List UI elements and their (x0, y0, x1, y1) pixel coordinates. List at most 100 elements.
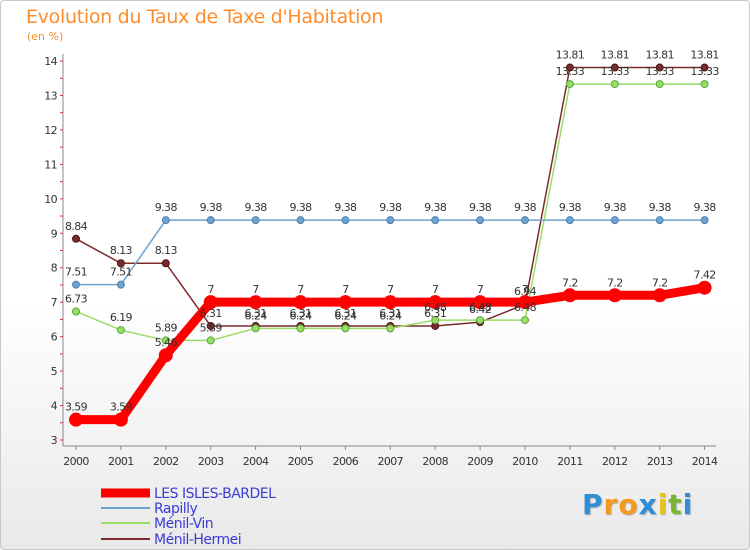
data-label-2: 6.19 (110, 311, 133, 324)
data-label-3: 8.13 (155, 244, 178, 257)
logo-letter: o (618, 488, 639, 521)
data-label-1: 9.38 (155, 201, 178, 214)
data-point-1 (386, 216, 395, 225)
y-tick-label: 3 (51, 434, 58, 447)
data-point-2 (116, 326, 125, 335)
data-label-0: 3.59 (65, 401, 88, 414)
data-point-3 (700, 63, 709, 72)
data-point-2 (341, 324, 350, 333)
data-point-2 (700, 80, 709, 89)
data-label-2: 5.89 (200, 321, 223, 334)
data-label-3: 6.31 (424, 307, 446, 320)
data-point-0 (473, 295, 488, 310)
logo-letter: i (657, 488, 669, 521)
data-label-0: 7 (342, 283, 349, 296)
data-label-3: 6.31 (334, 307, 356, 320)
legend: LES ISLES-BARDELRapillyMénil-VinMénil-He… (101, 486, 277, 548)
data-label-0: 3.59 (110, 401, 133, 414)
logo-letter: r (603, 488, 619, 521)
data-label-2: 13.33 (601, 65, 630, 78)
data-point-0 (203, 295, 218, 310)
proxiti-logo: Proxiti (582, 488, 693, 521)
y-tick-label: 13 (44, 89, 57, 102)
data-point-0 (652, 288, 667, 303)
x-tick-label: 2010 (512, 455, 538, 468)
chart-title: Evolution du Taux de Taxe d'Habitation (26, 6, 384, 28)
y-tick-label: 11 (44, 158, 57, 171)
data-label-2: 13.33 (690, 65, 719, 78)
x-tick-label: 2005 (288, 455, 314, 468)
data-label-2: 6.48 (424, 301, 447, 314)
data-point-0 (562, 288, 577, 303)
data-label-3: 6.31 (379, 307, 401, 320)
data-point-2 (521, 316, 529, 325)
data-point-0 (428, 295, 443, 310)
unit-label: (en %) (27, 30, 64, 43)
data-label-0: 5.46 (155, 336, 178, 349)
y-tick-label: 6 (51, 331, 58, 344)
data-point-3 (610, 63, 619, 72)
data-label-3: 13.81 (645, 49, 674, 62)
data-label-1: 9.38 (649, 201, 672, 214)
data-point-2 (565, 80, 574, 89)
data-label-2: 6.73 (65, 292, 88, 305)
data-point-2 (476, 316, 485, 325)
data-label-3: 6.31 (245, 307, 267, 320)
x-tick-label: 2007 (377, 455, 403, 468)
x-tick-label: 2004 (243, 455, 269, 468)
data-label-1: 9.38 (514, 201, 537, 214)
data-point-1 (431, 216, 440, 225)
logo-letter: i (682, 488, 694, 521)
data-label-3: 8.84 (65, 220, 88, 233)
data-label-3: 13.81 (690, 49, 719, 62)
x-tick-label: 2006 (333, 455, 359, 468)
data-label-2: 6.24 (334, 309, 357, 322)
data-label-1: 7.51 (110, 266, 132, 279)
data-label-2: 6.48 (469, 301, 492, 314)
x-tick-label: 2013 (647, 455, 673, 468)
data-label-1: 9.38 (424, 201, 447, 214)
data-point-1 (476, 216, 485, 225)
data-point-3 (116, 259, 125, 268)
data-label-1: 9.38 (694, 201, 717, 214)
y-tick-label: 10 (44, 193, 57, 206)
x-tick-label: 2008 (422, 455, 448, 468)
data-label-1: 7.51 (65, 266, 87, 279)
y-tick-label: 5 (51, 365, 58, 378)
x-tick-label: 2012 (602, 455, 628, 468)
data-label-2: 6.24 (289, 309, 312, 322)
data-point-1 (521, 216, 529, 225)
data-label-2: 13.33 (556, 65, 585, 78)
legend-label-1: Rapilly (154, 501, 198, 517)
data-label-3: 13.81 (601, 49, 630, 62)
data-point-1 (251, 216, 260, 225)
data-label-0: 7 (477, 283, 484, 296)
data-point-0 (293, 295, 308, 310)
y-tick-label: 12 (44, 124, 57, 137)
data-point-1 (206, 216, 215, 225)
data-point-1 (565, 216, 574, 225)
data-label-0: 7.42 (694, 269, 716, 282)
logo-letter: P (582, 488, 604, 521)
data-point-2 (251, 324, 260, 333)
y-tick-label: 7 (51, 296, 58, 309)
data-label-2: 13.33 (645, 65, 674, 78)
data-label-0: 7 (432, 283, 439, 296)
data-point-0 (697, 280, 712, 295)
data-label-3: 6.31 (200, 307, 222, 320)
data-point-1 (655, 216, 664, 225)
x-tick-label: 2000 (63, 455, 89, 468)
data-label-1: 9.38 (200, 201, 223, 214)
data-point-2 (655, 80, 664, 89)
data-label-0: 7 (387, 283, 394, 296)
data-label-3: 13.81 (556, 49, 585, 62)
y-tick-label: 14 (44, 55, 57, 68)
data-point-0 (69, 412, 83, 427)
logo-letter: x (638, 488, 658, 521)
data-point-1 (610, 216, 619, 225)
y-tick-label: 8 (51, 262, 58, 275)
x-tick-label: 2002 (153, 455, 179, 468)
data-labels: 3.59 3.59 5.46 7 7 7 7 7 7 7 7 7.2 7.2 7.2 7.42 7.51 7.5… (65, 49, 720, 414)
legend-label-2: Ménil-Vin (154, 516, 213, 532)
data-point-1 (296, 216, 305, 225)
